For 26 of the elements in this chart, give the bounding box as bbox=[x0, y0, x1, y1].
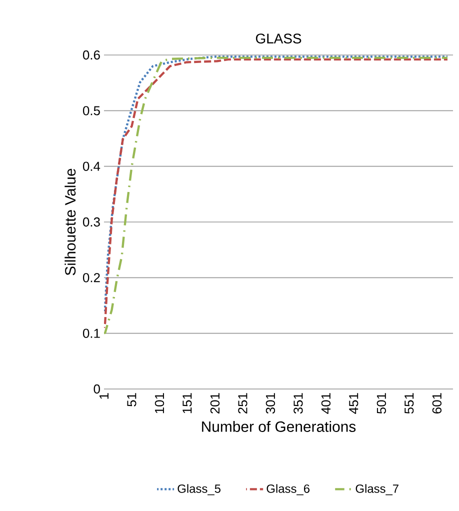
y-axis-title: Silhouette Value bbox=[64, 168, 76, 276]
y-tick-label: 0.4 bbox=[82, 162, 100, 171]
x-tick-label: 601 bbox=[432, 393, 442, 414]
x-tick-label: 51 bbox=[127, 393, 136, 406]
y-tick-label: 0.5 bbox=[82, 106, 100, 116]
x-tick-label: 101 bbox=[154, 393, 164, 414]
x-tick-label: 251 bbox=[238, 393, 248, 414]
x-tick-label: 501 bbox=[376, 393, 386, 414]
x-tick-label: 401 bbox=[321, 393, 331, 414]
y-tick-label: 0.3 bbox=[82, 217, 100, 227]
x-axis-title: Number of Generations bbox=[202, 420, 356, 432]
legend-label: Glass_5 bbox=[178, 484, 220, 496]
chart-title: GLASS bbox=[256, 34, 302, 44]
x-tick-label: 1 bbox=[100, 393, 108, 399]
x-tick-label: 201 bbox=[210, 393, 220, 414]
legend-label: Glass_6 bbox=[266, 484, 310, 496]
legend-label: Glass_7 bbox=[356, 484, 398, 496]
y-tick-label: 0.1 bbox=[82, 328, 100, 338]
y-tick-label: 0.2 bbox=[82, 273, 100, 282]
x-tick-label: 551 bbox=[404, 393, 414, 414]
x-tick-label: 351 bbox=[294, 393, 303, 414]
x-tick-label: 451 bbox=[349, 393, 358, 414]
x-tick-label: 301 bbox=[266, 393, 276, 414]
y-tick-label: 0 bbox=[94, 384, 100, 394]
y-tick-label: 0.6 bbox=[82, 50, 100, 60]
x-tick-label: 151 bbox=[182, 393, 192, 414]
